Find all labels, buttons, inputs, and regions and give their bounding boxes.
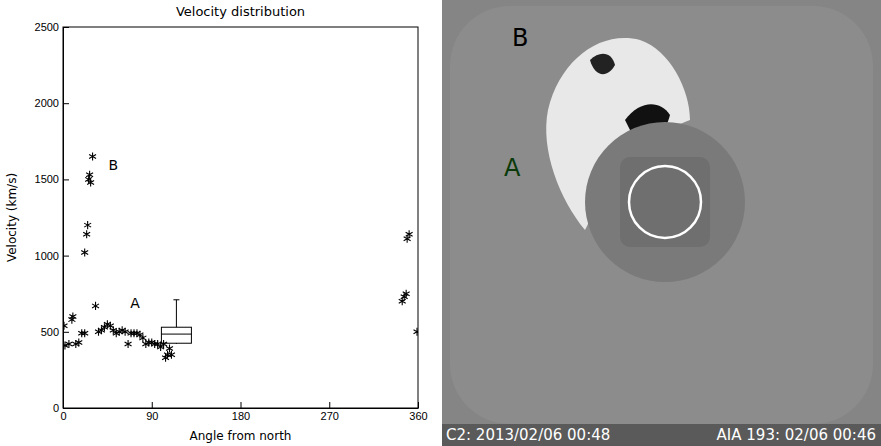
x-tick-mark bbox=[418, 402, 419, 408]
aia-inset bbox=[620, 157, 710, 247]
y-tick-label: 1000 bbox=[35, 250, 59, 262]
image-label: B bbox=[512, 24, 528, 52]
point bbox=[84, 221, 91, 229]
box-whisker-cap-high bbox=[173, 299, 179, 300]
caption-strip bbox=[442, 424, 881, 446]
point bbox=[87, 178, 94, 186]
x-tick-mark bbox=[152, 402, 153, 408]
point bbox=[69, 313, 76, 321]
point bbox=[86, 171, 93, 179]
x-tick-label: 90 bbox=[146, 410, 158, 422]
image-caption: AIA 193: 02/06 00:46 bbox=[717, 426, 876, 444]
point bbox=[92, 302, 99, 310]
point bbox=[81, 329, 88, 337]
x-tick-label: 270 bbox=[321, 410, 339, 422]
y-tick: 2500 bbox=[35, 21, 69, 33]
y-tick-mark bbox=[63, 332, 69, 333]
y-tick: 2000 bbox=[35, 97, 69, 109]
image-caption: C2: 2013/02/06 00:48 bbox=[446, 426, 610, 444]
image-panel: B A C2: 2013/02/06 00:48 AIA 193: 02/06 00:… bbox=[442, 0, 881, 446]
occulter bbox=[585, 122, 745, 282]
x-tick-label: 360 bbox=[409, 410, 427, 422]
point bbox=[414, 328, 418, 336]
point bbox=[168, 351, 175, 359]
x-tick: 360 bbox=[409, 402, 427, 422]
y-axis-title: Velocity (km/s) bbox=[5, 173, 19, 262]
x-tick-label: 180 bbox=[232, 410, 250, 422]
box-median bbox=[161, 334, 191, 335]
plot-frame bbox=[63, 27, 418, 408]
x-tick-mark bbox=[329, 402, 330, 408]
box-whisker-high bbox=[176, 300, 177, 327]
chart-title: Velocity distribution bbox=[176, 4, 305, 19]
point bbox=[81, 249, 88, 257]
point bbox=[406, 230, 413, 238]
y-tick-label: 1500 bbox=[35, 173, 59, 185]
canvas: 0 90 180 270 360 0 500 1000 1500 2000 2500 Velocity… bbox=[0, 0, 881, 446]
y-axis-line bbox=[63, 28, 64, 409]
image-background bbox=[442, 0, 881, 446]
cme-dark bbox=[590, 54, 615, 75]
x-tick: 90 bbox=[146, 402, 158, 422]
marks bbox=[63, 153, 418, 362]
y-tick-mark bbox=[63, 256, 69, 257]
x-axis: 0 90 180 270 360 bbox=[60, 402, 427, 422]
plot-background bbox=[63, 27, 418, 408]
annotation: B bbox=[108, 157, 118, 173]
x-tick-label: 0 bbox=[60, 410, 66, 422]
x-tick: 270 bbox=[321, 402, 339, 422]
annotation: A bbox=[130, 295, 140, 311]
y-tick: 1000 bbox=[35, 250, 69, 262]
y-axis: 0 500 1000 1500 2000 2500 bbox=[35, 21, 69, 414]
y-tick: 0 bbox=[53, 402, 69, 414]
y-tick-mark bbox=[63, 103, 69, 104]
image-field bbox=[450, 6, 873, 424]
x-tick-mark bbox=[241, 402, 242, 408]
y-tick-label: 0 bbox=[53, 402, 59, 414]
point bbox=[89, 153, 96, 161]
y-tick-mark bbox=[63, 27, 69, 28]
y-tick: 500 bbox=[41, 326, 69, 338]
y-tick-mark bbox=[63, 179, 69, 180]
y-tick: 1500 bbox=[35, 173, 69, 185]
point bbox=[403, 290, 410, 298]
point bbox=[75, 338, 82, 346]
x-axis-title: Angle from north bbox=[190, 429, 292, 443]
point bbox=[83, 230, 90, 238]
x-tick: 180 bbox=[232, 402, 250, 422]
solar-limb bbox=[629, 166, 701, 238]
point bbox=[125, 340, 132, 348]
point bbox=[63, 322, 67, 330]
box-body bbox=[161, 327, 191, 343]
y-tick-label: 2500 bbox=[35, 21, 59, 33]
y-tick-label: 500 bbox=[41, 326, 59, 338]
point bbox=[65, 340, 72, 348]
y-tick-label: 2000 bbox=[35, 97, 59, 109]
y-tick-mark bbox=[63, 408, 69, 409]
image-label: A bbox=[504, 154, 521, 182]
